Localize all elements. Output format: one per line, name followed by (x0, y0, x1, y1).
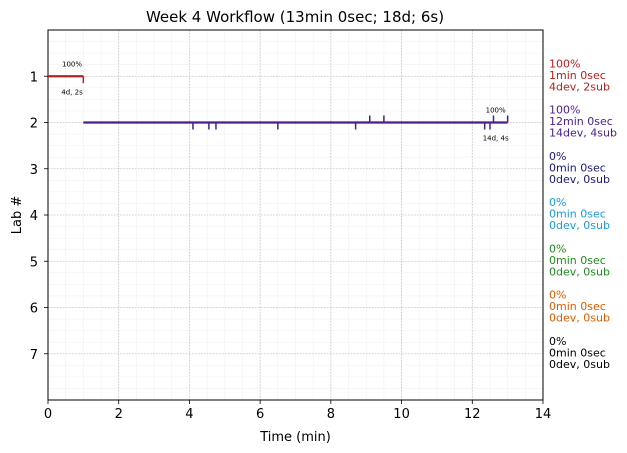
y-tick-label: 2 (30, 117, 38, 132)
lab-summary-line: 0dev, 0sub (549, 219, 610, 232)
lab-summary-line: 0% (549, 196, 566, 209)
x-tick-label: 14 (535, 407, 552, 422)
x-tick-label: 6 (256, 407, 264, 422)
y-axis-label: Lab # (10, 196, 25, 235)
lab-summary-line: 100% (549, 104, 580, 117)
lab-summary-line: 0dev, 0sub (549, 173, 610, 186)
lab-summary-line: 0min 0sec (549, 161, 606, 174)
x-tick-label: 4 (185, 407, 193, 422)
chart-title: Week 4 Workflow (13min 0sec; 18d; 6s) (146, 8, 444, 26)
y-tick-label: 6 (30, 302, 38, 317)
percent-label: 100% (486, 107, 506, 115)
count-label: 4d, 2s (61, 88, 83, 96)
y-tick-label: 7 (30, 348, 38, 363)
y-tick-label: 4 (30, 209, 38, 224)
lab-summary-line: 100% (549, 57, 580, 70)
lab-summary-line: 12min 0sec (549, 115, 613, 128)
lab-summary-line: 0min 0sec (549, 254, 606, 267)
lab-summary-line: 0% (549, 150, 566, 163)
lab-summary-line: 1min 0sec (549, 69, 606, 82)
count-label: 14d, 4s (483, 135, 509, 143)
x-tick-label: 10 (393, 407, 410, 422)
lab-summary-line: 0% (549, 242, 566, 255)
y-tick-label: 3 (30, 163, 38, 178)
y-tick-label: 5 (30, 255, 38, 270)
lab-summary-line: 0% (549, 335, 566, 348)
lab-summary-line: 14dev, 4sub (549, 127, 617, 140)
x-tick-label: 12 (464, 407, 481, 422)
lab-summary-line: 0% (549, 289, 566, 302)
x-tick-label: 0 (44, 407, 52, 422)
lab-summary-line: 0min 0sec (549, 300, 606, 313)
lab-summary-line: 0dev, 0sub (549, 312, 610, 325)
lab-summary-line: 0dev, 0sub (549, 358, 610, 371)
x-tick-label: 2 (115, 407, 123, 422)
y-axis: 1 2 3 4 5 6 7 (30, 70, 48, 363)
x-axis-label: Time (min) (259, 430, 331, 445)
x-axis: 0 2 4 6 8 10 12 14 (44, 400, 551, 422)
lab-summary-line: 0min 0sec (549, 208, 606, 221)
lab-summary-line: 4dev, 2sub (549, 80, 610, 93)
lab-summary-line: 0dev, 0sub (549, 265, 610, 278)
percent-label: 100% (62, 60, 82, 68)
y-tick-label: 1 (30, 70, 38, 85)
x-tick-label: 8 (327, 407, 335, 422)
lab-summary-line: 0min 0sec (549, 346, 606, 359)
series-layer: 100% 4d, 2s 100% 14d, 4s (48, 60, 509, 143)
